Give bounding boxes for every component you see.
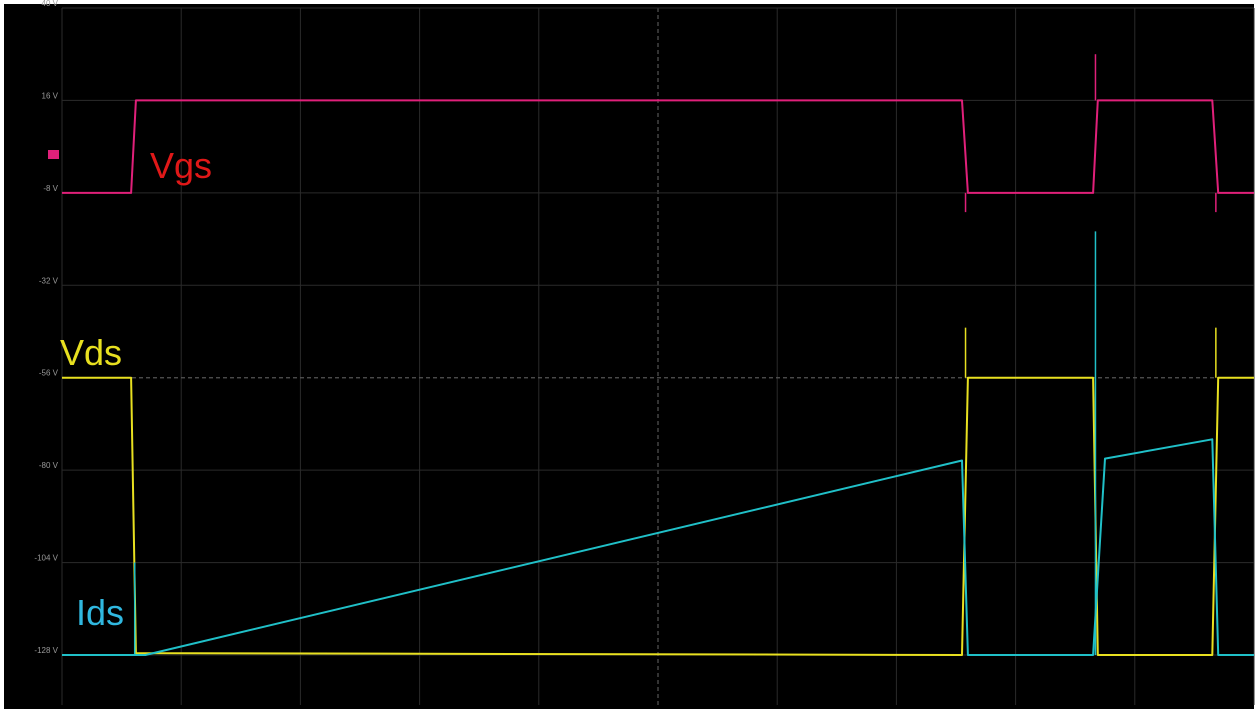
- series-label-vds: Vds: [60, 332, 122, 373]
- y-tick-label: -8 V: [43, 184, 58, 193]
- y-tick-label: -56 V: [39, 369, 59, 378]
- y-tick-label: -80 V: [39, 461, 59, 470]
- y-tick-label: 40 V: [42, 0, 59, 8]
- y-tick-labels: 40 V 16 V -8 V -32 V -56 V -80 V -104 V -128 V: [34, 0, 58, 655]
- plot-background: [4, 4, 1254, 709]
- series-label-ids: Ids: [76, 592, 124, 633]
- series-labels: Vgs Vds Ids: [60, 145, 212, 633]
- traces: [62, 54, 1254, 656]
- ch-marker: [48, 150, 59, 159]
- series-ids-trace: [62, 438, 1254, 656]
- y-tick-label: 16 V: [42, 91, 59, 100]
- y-tick-label: -32 V: [39, 276, 59, 285]
- series-vgs-trace: [62, 99, 1254, 194]
- y-tick-label: -104 V: [34, 554, 58, 563]
- series-label-vgs: Vgs: [150, 145, 212, 186]
- y-tick-label: -128 V: [34, 646, 58, 655]
